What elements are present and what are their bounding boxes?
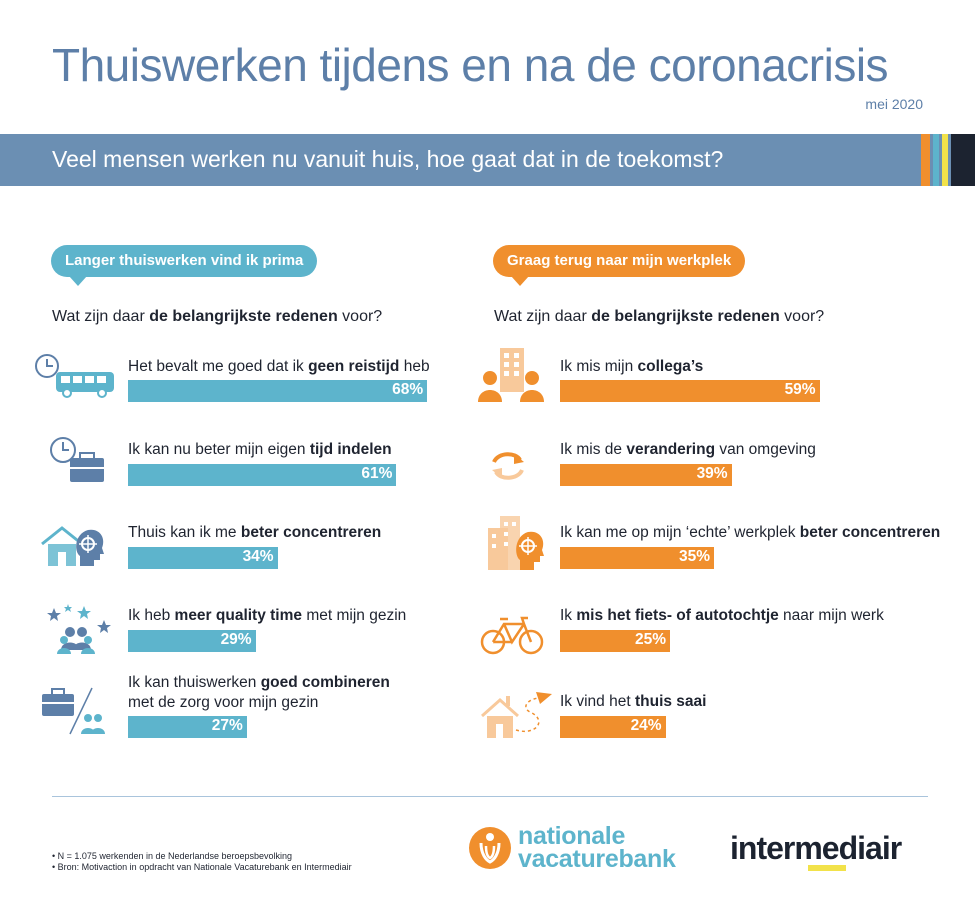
left-item-1-bold: geen reistijd <box>308 358 400 375</box>
left-item-5-pre: Ik kan thuiswerken <box>128 674 261 691</box>
left-item-1-label: Het bevalt me goed dat ik geen reistijd … <box>128 357 430 377</box>
left-question-bold: de belangrijkste redenen <box>149 308 338 325</box>
nationale-vacaturebank-text: nationale vacaturebank <box>518 822 676 873</box>
left-question: Wat zijn daar de belangrijkste redenen v… <box>52 308 382 326</box>
left-item-1-post: heb <box>399 358 430 375</box>
right-question-pre: Wat zijn daar <box>494 308 592 325</box>
left-item-2-pre: Ik kan nu beter mijn eigen <box>128 441 310 458</box>
right-item-2-label: Ik mis de verandering van omgeving <box>560 440 816 460</box>
right-bar-1: 59% <box>560 380 820 402</box>
briefcase-family-icon <box>42 687 105 735</box>
date-label: mei 2020 <box>865 96 923 112</box>
right-item-3-bold: beter concentreren <box>799 524 941 541</box>
left-item-4-bold: meer quality time <box>174 607 303 624</box>
left-bar-5: 27% <box>128 716 247 738</box>
right-item-1-label: Ik mis mijn collega’s <box>560 357 703 377</box>
right-bar-3-value: 35% <box>678 548 710 565</box>
right-bar-2: 39% <box>560 464 732 486</box>
right-bar-2-value: 39% <box>696 465 728 482</box>
banner-stripe-dark <box>951 134 975 186</box>
right-question-post: voor? <box>779 308 825 325</box>
left-item-3-bold: beter concentreren <box>240 524 382 541</box>
left-item-4-post: met mijn gezin <box>302 607 407 624</box>
left-item-5-bold: goed combineren <box>260 674 390 691</box>
right-item-5-bold: thuis saai <box>634 693 707 710</box>
footer-divider <box>52 796 928 797</box>
right-item-1-bold: collega’s <box>637 358 704 375</box>
left-bar-2: 61% <box>128 464 397 486</box>
right-question: Wat zijn daar de belangrijkste redenen v… <box>494 308 824 326</box>
intermediair-logo-accent <box>808 865 846 871</box>
left-item-3-label: Thuis kan ik me beter concentreren <box>128 523 381 543</box>
house-paperplane-icon <box>481 692 552 738</box>
right-bar-4: 25% <box>560 630 670 652</box>
left-item-4-pre: Ik heb <box>128 607 175 624</box>
left-bar-3-value: 34% <box>242 548 274 565</box>
right-bar-5-value: 24% <box>630 717 662 734</box>
banner-stripe-orange <box>921 134 930 186</box>
clock-bus-icon <box>35 354 114 398</box>
banner-stripe-yellow <box>942 134 948 186</box>
right-item-4-bold: mis het fiets- of autotochtje <box>576 607 779 624</box>
right-item-5-label: Ik vind het thuis saai <box>560 692 706 712</box>
footer-note-2: • Bron: Motivaction in opdracht van Nati… <box>52 862 352 872</box>
nationale-vacaturebank-emblem-icon <box>469 827 511 869</box>
left-bar-2-value: 61% <box>361 465 393 482</box>
right-bar-4-value: 25% <box>634 631 666 648</box>
left-bar-1-value: 68% <box>392 381 424 398</box>
house-focus-icon <box>41 526 104 566</box>
left-item-5-label: Ik kan thuiswerken goed combineren met de… <box>128 673 390 713</box>
family-stars-icon <box>47 604 111 654</box>
banner-stripe-blue <box>933 134 939 186</box>
right-pill: Graag terug naar mijn werkplek <box>493 245 746 286</box>
change-arrows-icon <box>492 452 524 480</box>
left-bar-4-value: 29% <box>220 631 252 648</box>
logo1-line1: nationale <box>518 822 626 850</box>
nationale-vacaturebank-logo: nationale vacaturebank <box>468 824 676 875</box>
left-bar-1: 68% <box>128 380 428 402</box>
left-item-2-label: Ik kan nu beter mijn eigen tijd indelen <box>128 440 392 460</box>
left-item-3-pre: Thuis kan ik me <box>128 524 241 541</box>
left-item-1-pre: Het bevalt me goed dat ik <box>128 358 309 375</box>
left-item-4-label: Ik heb meer quality time met mijn gezin <box>128 606 406 626</box>
right-item-2-post: van omgeving <box>715 441 816 458</box>
right-question-bold: de belangrijkste redenen <box>591 308 780 325</box>
left-item-2-bold: tijd indelen <box>309 441 392 458</box>
colleagues-office-icon <box>478 348 544 402</box>
subtitle-banner: Veel mensen werken nu vanuit huis, hoe g… <box>0 134 975 186</box>
right-item-2-pre: Ik mis de <box>560 441 627 458</box>
right-bar-3: 35% <box>560 547 714 569</box>
clock-briefcase-icon <box>50 437 104 482</box>
banner-text: Veel mensen werken nu vanuit huis, hoe g… <box>52 146 724 172</box>
right-item-5-pre: Ik vind het <box>560 693 635 710</box>
logo1-line2: vacaturebank <box>518 845 676 873</box>
left-bar-3: 34% <box>128 547 278 569</box>
right-item-4-post: naar mijn werk <box>778 607 884 624</box>
page-title: Thuiswerken tijdens en na de coronacrisi… <box>52 39 889 91</box>
right-item-1-pre: Ik mis mijn <box>560 358 638 375</box>
footer-note-1: • N = 1.075 werkenden in de Nederlandse … <box>52 851 293 861</box>
right-bar-5: 24% <box>560 716 666 738</box>
right-item-4-pre: Ik <box>560 607 577 624</box>
intermediair-logo: intermediair <box>730 830 902 866</box>
left-bar-4: 29% <box>128 630 256 652</box>
right-item-4-label: Ik mis het fiets- of autotochtje naar mi… <box>560 606 884 626</box>
right-item-3-label: Ik kan me op mijn ‘echte’ werkplek beter… <box>560 523 940 543</box>
left-bar-5-value: 27% <box>211 717 243 734</box>
right-bar-1-value: 59% <box>784 381 816 398</box>
bicycle-icon <box>480 616 544 655</box>
right-item-2-bold: verandering <box>626 441 716 458</box>
left-item-5-line2: met de zorg voor mijn gezin <box>128 694 319 711</box>
left-pill: Langer thuiswerken vind ik prima <box>51 245 318 286</box>
right-item-3-pre: Ik kan me op mijn ‘echte’ werkplek <box>560 524 800 541</box>
left-question-post: voor? <box>337 308 383 325</box>
office-focus-icon <box>488 516 544 570</box>
left-question-pre: Wat zijn daar <box>52 308 150 325</box>
